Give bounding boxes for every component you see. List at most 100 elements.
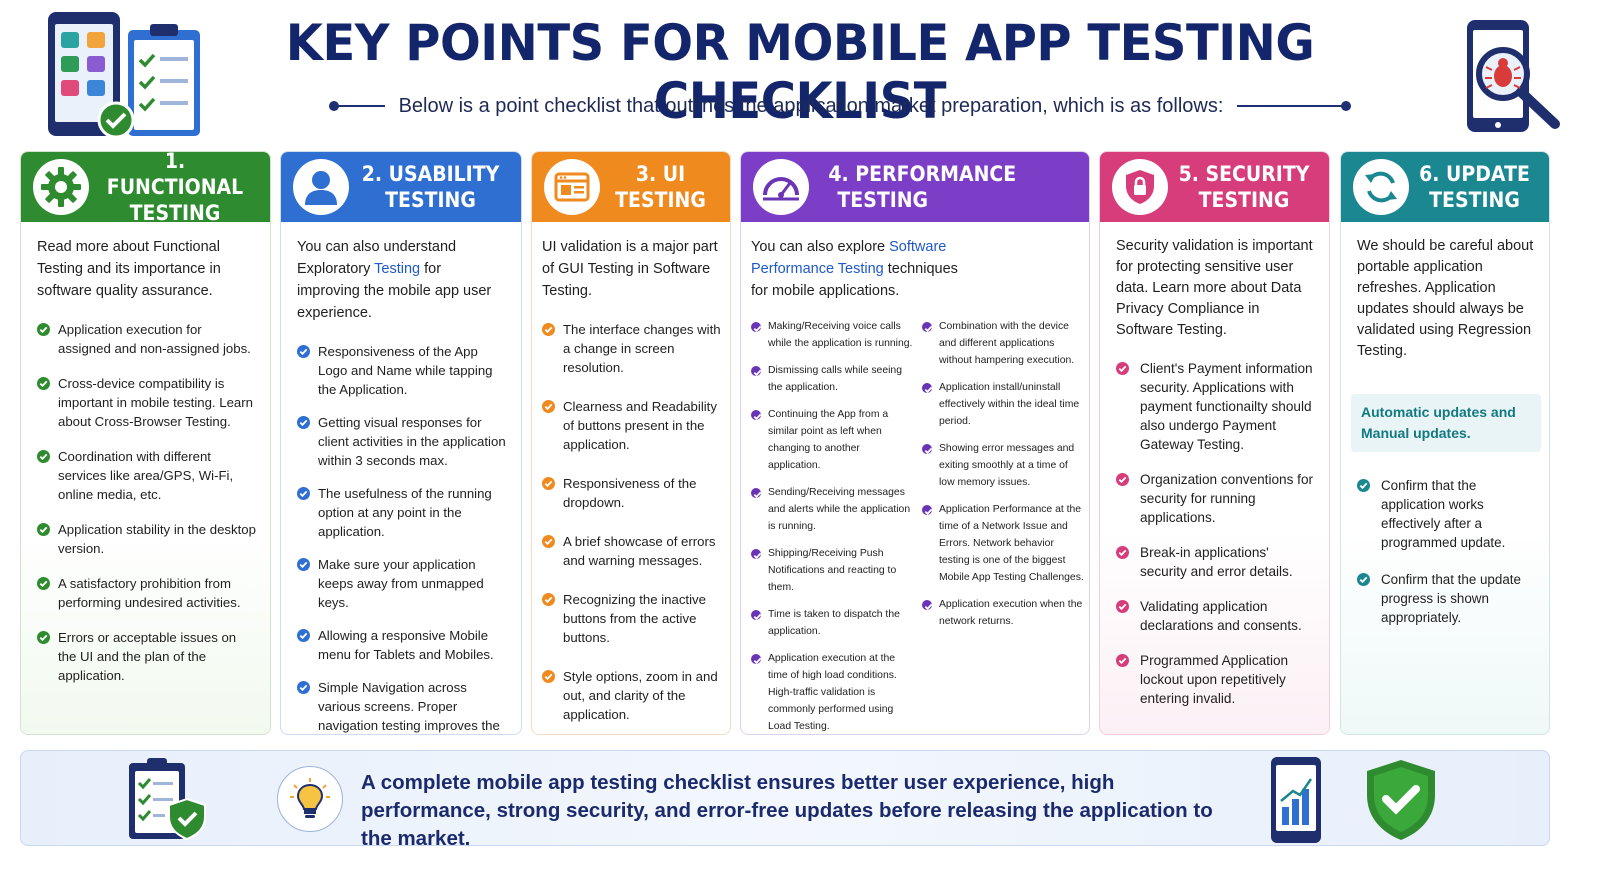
- checklist-item: Confirm that the update progress is show…: [1357, 570, 1535, 627]
- check-circle-icon: [922, 322, 933, 333]
- page-title: KEY POINTS FOR MOBILE APP TESTING CHECKL…: [285, 14, 1315, 130]
- functional-intro: Read more about Functional Testing and i…: [37, 239, 221, 299]
- checklist-item-text: Break-in applications' security and erro…: [1140, 545, 1293, 579]
- checklist-item: Organization conventions for security fo…: [1116, 470, 1315, 527]
- check-circle-icon: [1357, 573, 1370, 586]
- footer-banner: A complete mobile app testing checklist …: [20, 750, 1550, 850]
- checklist-item-text: Coordination with different services lik…: [58, 449, 234, 502]
- checklist-item: A brief showcase of errors and warning m…: [542, 532, 722, 570]
- checklist-item-text: Programmed Application lockout upon repe…: [1140, 653, 1289, 706]
- checklist-item: Client's Payment information security. A…: [1116, 359, 1315, 454]
- checklist-item-text: Combination with the device and differen…: [939, 321, 1075, 366]
- browser-window-icon: [544, 159, 600, 215]
- checklist-item: A satisfactory prohibition from performi…: [37, 574, 256, 612]
- check-circle-icon: [297, 487, 310, 500]
- update-checklist: Confirm that the application works effec…: [1357, 476, 1535, 627]
- check-circle-icon: [37, 323, 50, 336]
- checklist-item-text: Style options, zoom in and out, and clar…: [563, 669, 718, 722]
- check-circle-icon: [751, 654, 762, 665]
- security-testing-card: 5. SECURITY TESTING Security validation …: [1099, 151, 1330, 735]
- checklist-item: The usefulness of the running option at …: [297, 484, 507, 541]
- checklist-item-text: Recognizing the inactive buttons from th…: [563, 592, 706, 645]
- check-circle-icon: [542, 670, 555, 683]
- performance-intro: You can also explore Software Performanc…: [751, 239, 958, 299]
- functional-testing-header: 1. FUNCTIONAL TESTING: [21, 152, 270, 225]
- subtitle-row: Below is a point checklist that outlines…: [310, 92, 1370, 120]
- checklist-item-text: Errors or acceptable issues on the UI an…: [58, 630, 237, 683]
- ui-testing-header: 3. UI TESTING: [532, 152, 730, 222]
- checklist-item-text: Application stability in the desktop ver…: [58, 522, 256, 556]
- checklist-item: Combination with the device and differen…: [922, 318, 1085, 369]
- subtitle-line-right: [1237, 101, 1352, 111]
- check-circle-icon: [751, 322, 762, 333]
- checklist-item-text: Confirm that the update progress is show…: [1381, 572, 1521, 625]
- check-circle-icon: [751, 366, 762, 377]
- checklist-item-text: Validating application declarations and …: [1140, 599, 1302, 633]
- security-testing-title: 5. SECURITY TESTING: [1178, 162, 1310, 212]
- checklist-item: Application execution for assigned and n…: [37, 320, 256, 358]
- checklist-item: Errors or acceptable issues on the UI an…: [37, 628, 256, 685]
- checklist-item: Application Performance at the time of a…: [922, 501, 1085, 586]
- security-testing-header: 5. SECURITY TESTING: [1100, 152, 1329, 222]
- phone-bug-magnifier-icon: [1465, 18, 1575, 138]
- update-testing-title: 6. UPDATE TESTING: [1419, 162, 1530, 212]
- check-circle-icon: [37, 377, 50, 390]
- checklist-item-text: Dismissing calls while seeing the applic…: [768, 365, 902, 393]
- checklist-item-text: Simple Navigation across various screens…: [318, 680, 500, 733]
- check-circle-icon: [922, 444, 933, 455]
- check-circle-icon: [37, 631, 50, 644]
- check-circle-icon: [922, 505, 933, 516]
- user-icon: [293, 159, 349, 215]
- checklist-item-text: The usefulness of the running option at …: [318, 486, 492, 539]
- functional-testing-title: 1. FUNCTIONAL TESTING: [106, 151, 244, 225]
- check-circle-icon: [542, 535, 555, 548]
- checklist-item-text: Organization conventions for security fo…: [1140, 472, 1314, 525]
- software-performance-testing-link[interactable]: Software Performance Testing: [751, 239, 947, 277]
- checklist-item-text: Client's Payment information security. A…: [1140, 361, 1313, 452]
- exploratory-testing-link[interactable]: Testing: [374, 261, 421, 277]
- refresh-icon: [1353, 159, 1409, 215]
- checklist-item-text: Application Performance at the time of a…: [939, 504, 1084, 583]
- ui-testing-title: 3. UI TESTING: [615, 162, 706, 212]
- lightbulb-icon: [277, 766, 343, 832]
- performance-checklist-right: Combination with the device and differen…: [922, 318, 1085, 734]
- check-circle-icon: [1116, 473, 1129, 486]
- check-circle-icon: [751, 610, 762, 621]
- check-circle-icon: [1116, 362, 1129, 375]
- checklist-item: Clearness and Readability of buttons pre…: [542, 397, 722, 454]
- checklist-item-text: Cross-device compatibility is important …: [58, 376, 253, 429]
- checklist-item: Getting visual responses for client acti…: [297, 413, 507, 470]
- checklist-item-text: A satisfactory prohibition from performi…: [58, 576, 241, 610]
- usability-testing-header: 2. USABILITY TESTING: [281, 152, 521, 222]
- checklist-item: Programmed Application lockout upon repe…: [1116, 651, 1315, 708]
- check-circle-icon: [542, 593, 555, 606]
- check-circle-icon: [751, 488, 762, 499]
- check-circle-icon: [922, 600, 933, 611]
- checklist-item-text: Application execution at the time of hig…: [768, 653, 897, 732]
- checklist-item: Shipping/Receiving Push Notifications an…: [751, 545, 914, 596]
- checklist-item: Break-in applications' security and erro…: [1116, 543, 1315, 581]
- checklist-item-text: Making/Receiving voice calls while the a…: [768, 321, 913, 349]
- checklist-item-text: Allowing a responsive Mobile menu for Ta…: [318, 628, 494, 662]
- checklist-item: Responsiveness of the App Logo and Name …: [297, 342, 507, 399]
- usability-checklist: Responsiveness of the App Logo and Name …: [297, 342, 507, 734]
- check-circle-icon: [751, 410, 762, 421]
- check-circle-icon: [542, 400, 555, 413]
- checklist-item: Application execution when the network r…: [922, 596, 1085, 630]
- checklist-item-text: Application execution for assigned and n…: [58, 322, 251, 356]
- checklist-item-text: Application execution when the network r…: [939, 599, 1083, 627]
- security-checklist: Client's Payment information security. A…: [1116, 359, 1315, 708]
- gear-icon: [33, 159, 89, 215]
- checklist-item: Application stability in the desktop ver…: [37, 520, 256, 558]
- functional-checklist: Application execution for assigned and n…: [37, 320, 256, 685]
- checklist-item: The interface changes with a change in s…: [542, 320, 722, 377]
- checklist-item-text: Getting visual responses for client acti…: [318, 415, 506, 468]
- checklist-item: Dismissing calls while seeing the applic…: [751, 362, 914, 396]
- checklist-item: Recognizing the inactive buttons from th…: [542, 590, 722, 647]
- performance-checklist-left: Making/Receiving voice calls while the a…: [751, 318, 914, 734]
- checklist-item-text: Shipping/Receiving Push Notifications an…: [768, 548, 897, 593]
- phone-checklist-icon: [44, 10, 209, 140]
- checklist-item-text: The interface changes with a change in s…: [563, 322, 721, 375]
- checklist-item-text: Time is taken to dispatch the applicatio…: [768, 609, 900, 637]
- performance-testing-card: 4. PERFORMANCE TESTING You can also expl…: [740, 151, 1090, 735]
